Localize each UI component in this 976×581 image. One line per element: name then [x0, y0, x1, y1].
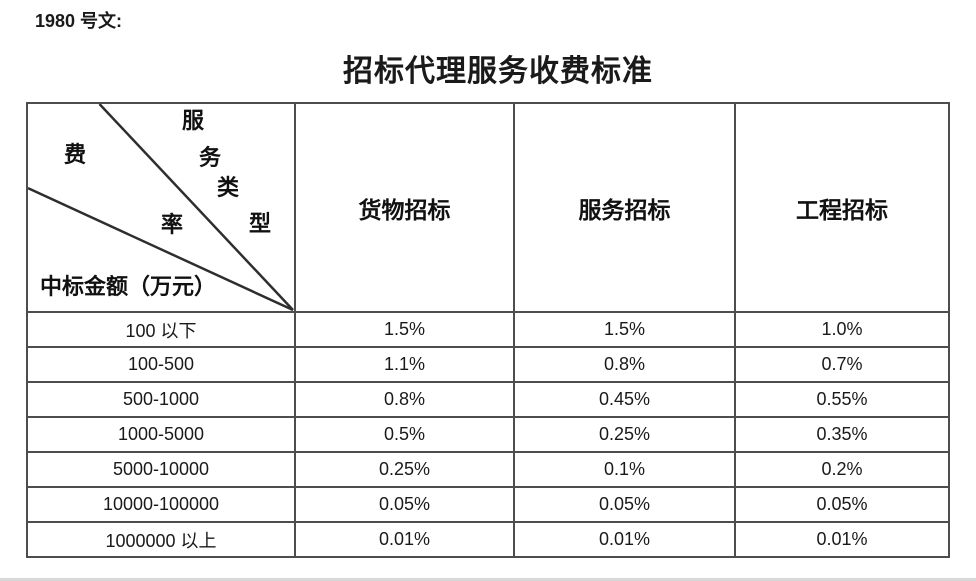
rate-cell: 0.8%	[294, 381, 515, 418]
rate-cell: 0.55%	[734, 381, 950, 418]
rate-cell: 0.35%	[734, 416, 950, 453]
rate-cell: 0.45%	[513, 381, 736, 418]
rate-cell: 0.25%	[513, 416, 736, 453]
rate-cell: 0.1%	[513, 451, 736, 488]
corner-char-rate: 率	[160, 212, 184, 238]
range-cell: 100-500	[26, 346, 296, 383]
rate-cell: 0.01%	[294, 521, 515, 558]
corner-char-wu: 务	[198, 145, 222, 171]
column-header-services: 服务招标	[513, 102, 736, 313]
table-row: 100 以下 1.5% 1.5% 1.0%	[26, 311, 950, 348]
table-row: 10000-100000 0.05% 0.05% 0.05%	[26, 486, 950, 523]
range-cell: 5000-10000	[26, 451, 296, 488]
range-cell: 10000-100000	[26, 486, 296, 523]
corner-amount-label: 中标金额（万元）	[40, 274, 217, 300]
rate-cell: 0.05%	[294, 486, 515, 523]
table-row: 1000000 以上 0.01% 0.01% 0.01%	[26, 521, 950, 558]
rate-cell: 0.5%	[294, 416, 515, 453]
corner-char-service: 服	[181, 108, 205, 134]
table-header-row: 费 率 服 务 类 型 中标金额（万元） 货物招标 服务招标 工程招标	[26, 102, 950, 313]
rate-cell: 0.8%	[513, 346, 736, 383]
page-title: 招标代理服务收费标准	[343, 54, 653, 89]
rate-cell: 1.0%	[734, 311, 950, 348]
rate-cell: 0.7%	[734, 346, 950, 383]
range-cell: 1000-5000	[26, 416, 296, 453]
rate-cell: 0.05%	[734, 486, 950, 523]
rate-cell: 0.01%	[734, 521, 950, 558]
corner-char-xing: 型	[248, 211, 272, 237]
corner-char-fee: 费	[63, 142, 87, 168]
rate-cell: 0.01%	[513, 521, 736, 558]
rate-cell: 0.05%	[513, 486, 736, 523]
range-cell: 100 以下	[26, 311, 296, 348]
table-row: 1000-5000 0.5% 0.25% 0.35%	[26, 416, 950, 453]
table-row: 5000-10000 0.25% 0.1% 0.2%	[26, 451, 950, 488]
rate-cell: 0.2%	[734, 451, 950, 488]
column-header-goods: 货物招标	[294, 102, 515, 313]
fee-schedule-table: 费 率 服 务 类 型 中标金额（万元） 货物招标 服务招标 工程招标 100 …	[26, 102, 950, 558]
doc-number-label: 1980 号文:	[35, 11, 123, 31]
rate-cell: 0.25%	[294, 451, 515, 488]
column-header-works: 工程招标	[734, 102, 950, 313]
range-cell: 1000000 以上	[26, 521, 296, 558]
table-row: 100-500 1.1% 0.8% 0.7%	[26, 346, 950, 383]
corner-char-lei: 类	[216, 175, 240, 201]
range-cell: 500-1000	[26, 381, 296, 418]
rate-cell: 1.5%	[294, 311, 515, 348]
rate-cell: 1.1%	[294, 346, 515, 383]
rate-cell: 1.5%	[513, 311, 736, 348]
diagonal-lines	[29, 105, 293, 310]
corner-header-cell: 费 率 服 务 类 型 中标金额（万元）	[26, 102, 296, 313]
page-bottom-edge	[0, 578, 976, 581]
table-row: 500-1000 0.8% 0.45% 0.55%	[26, 381, 950, 418]
